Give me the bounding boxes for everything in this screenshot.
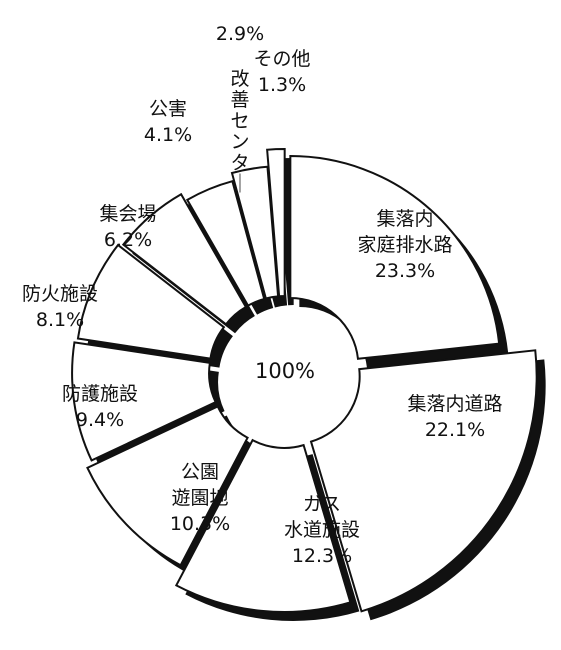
slice-name-char: ン [230,131,249,153]
slice-value-label: 10.3% [170,513,230,535]
slice-name-line: 集落内道路 [407,393,502,415]
slice-name-line: 遊園地 [171,487,228,509]
pie-slice [174,438,352,613]
slice-name-char: ｜ [230,173,249,195]
slice-label: 公園遊園地 10.3% [170,461,230,535]
slice-label: 集落内家庭排水路 23.3% [357,208,452,282]
pie-slice [266,148,286,298]
slice-name-line: 防火施設 [22,283,98,305]
pie-slice [309,349,538,613]
slices [71,148,538,613]
pie-slice [86,405,249,567]
slice-name-line: 水道施設 [284,519,360,541]
slice-labels: 集落内家庭排水路 23.3% 集落内道路 22.1% ガス水道施設 12.3% 公園遊園地 1… [22,23,503,567]
slice-value-label: 8.1% [36,309,84,331]
slice-label: 2.9% 改善センタ｜ [216,23,264,195]
slice-value-label: 9.4% [76,409,124,431]
slice-name-line: 防護施設 [62,383,138,405]
pie-slice [289,155,501,360]
slice-label: 防火施設 8.1% [22,283,98,331]
slice-name-line: 家庭排水路 [357,234,452,256]
slice-value-label: 12.3% [292,545,352,567]
slice-name-line: 公園 [181,461,219,483]
slice-value-label: 22.1% [425,419,485,441]
slice-name-line: 公害 [149,98,187,120]
center-total-label: 100% [255,359,315,383]
slice-label: その他 1.3% [253,48,310,96]
slice-value-label: 6.2% [104,229,152,251]
slice-label: 集会場 6.2% [99,203,156,251]
slice-value-label: 1.3% [258,74,306,96]
pie-slice [121,192,248,326]
slice-name-char: セ [230,110,249,132]
slice-name-line: ガス [303,493,341,515]
slice-value-label: 4.1% [144,124,192,146]
slice-value-label: 23.3% [375,260,435,282]
slice-value-label: 2.9% [216,23,264,45]
pie-slice [185,179,266,308]
slice-name-char: タ [230,152,249,174]
pie-slice [71,341,217,462]
pie-slice [230,165,280,300]
slice-name-line: 集会場 [99,203,156,225]
slice-label: 公害 4.1% [144,98,192,146]
pie-slice [76,243,226,360]
slice-name-char: 改 [230,68,249,90]
slice-name-char: 善 [230,89,249,111]
slice-name-line: 集落内 [376,208,433,230]
slice-label: 防護施設 9.4% [62,383,138,431]
slice-label: 集落内道路 22.1% [407,393,502,441]
slice-label: ガス水道施設 12.3% [284,493,360,567]
slice-name-line: その他 [253,48,310,70]
